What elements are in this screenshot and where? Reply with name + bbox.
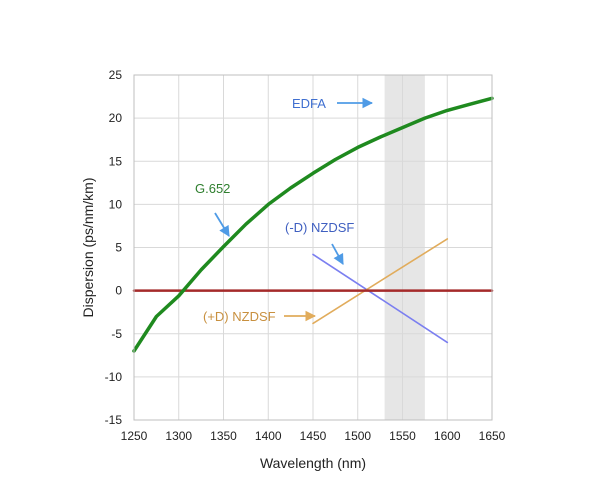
x-tick-label: 1500 (344, 429, 371, 443)
y-tick-label: 5 (115, 241, 122, 255)
y-tick-label: 20 (109, 111, 123, 125)
gridlines (133, 74, 493, 421)
annotation-label-d-nzdsf: (-D) NZDSF (285, 220, 354, 235)
annotation-label-g-652: G.652 (195, 181, 230, 196)
annotation-label-edfa: EDFA (292, 96, 326, 111)
series-line-d-nzdsf (312, 253, 449, 344)
y-tick-label: -5 (111, 327, 122, 341)
x-tick-label: 1400 (255, 429, 282, 443)
annotation-arrow-d-nzdsf (331, 243, 344, 265)
annotation-arrow-g-652 (214, 212, 230, 237)
y-tick-label: -10 (105, 370, 123, 384)
x-tick-label: 1650 (479, 429, 506, 443)
series-layer (132, 96, 494, 353)
x-tick-label: 1550 (389, 429, 416, 443)
series-line-g-652 (132, 96, 494, 353)
y-tick-labels: -15 -10 -5 0 5 10 15 20 25 (105, 68, 123, 427)
x-tick-label: 1350 (210, 429, 237, 443)
series-line-d-nzdsf (312, 238, 449, 325)
plot-frame (133, 74, 493, 421)
x-tick-label: 1450 (300, 429, 327, 443)
x-tick-label: 1300 (165, 429, 192, 443)
x-tick-label: 1600 (434, 429, 461, 443)
x-tick-labels: 1250 1300 1350 1400 1450 1500 1550 1600 1650 (121, 429, 506, 443)
y-tick-label: 0 (115, 284, 122, 298)
annotation-label-d-nzdsf: (+D) NZDSF (203, 309, 276, 324)
y-tick-label: 10 (109, 197, 123, 211)
y-tick-label: 15 (109, 154, 123, 168)
y-axis-title: Dispersion (ps/nm/km) (80, 177, 96, 317)
x-tick-label: 1250 (121, 429, 148, 443)
x-axis-title: Wavelength (nm) (260, 455, 366, 471)
y-tick-label: -15 (105, 413, 123, 427)
y-tick-label: 25 (109, 68, 123, 82)
annotations: EDFA G.652 (-D) NZDSF (+D) NZDSF (195, 96, 374, 324)
